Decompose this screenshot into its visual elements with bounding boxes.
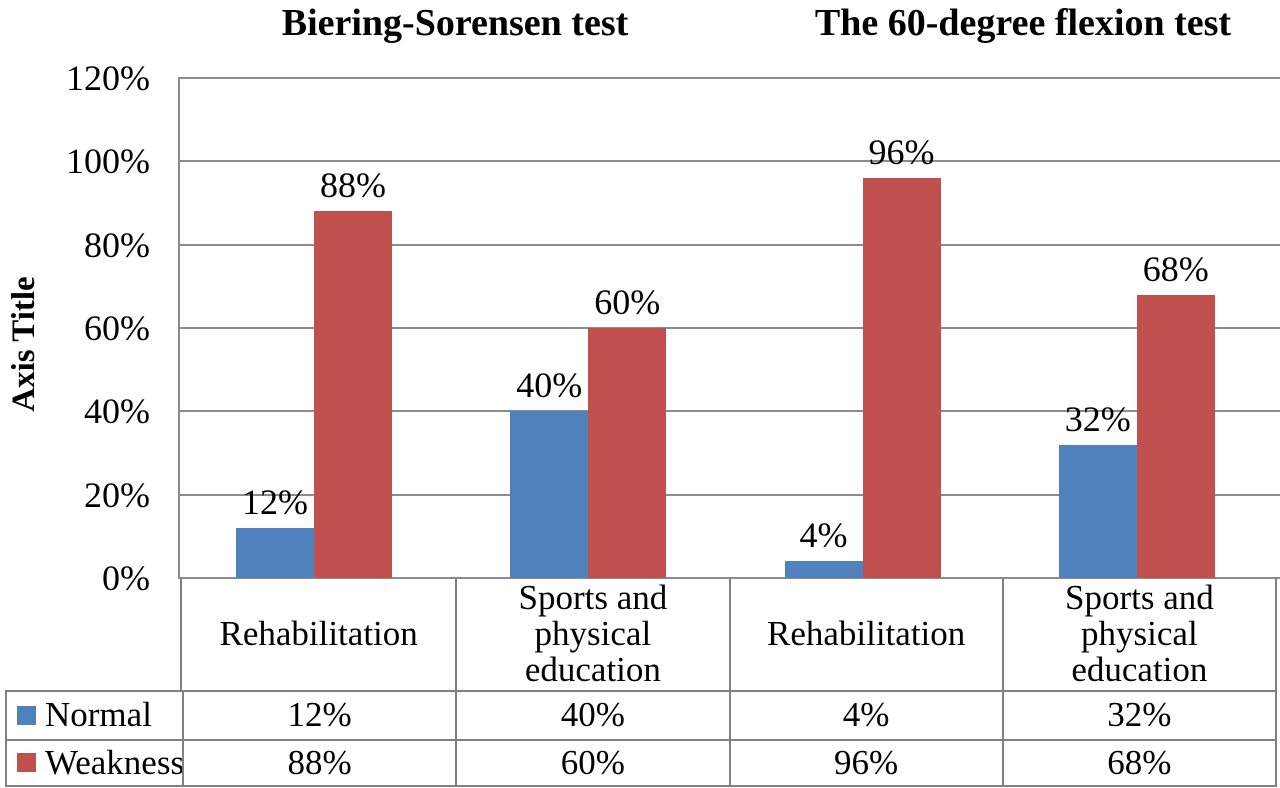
table-value-cell: 32% bbox=[1001, 692, 1275, 739]
category-label-line: Sports and bbox=[518, 578, 668, 617]
data-table: Normal 12% 40% 4% 32% Weakness 88% 60% 96% 68% bbox=[5, 690, 1277, 787]
legend-swatch-normal bbox=[17, 705, 36, 725]
category-label-line: physical bbox=[534, 614, 652, 653]
category-label-line: Rehabilitation bbox=[219, 614, 418, 653]
gridline bbox=[178, 77, 1280, 79]
bar-value-label: 88% bbox=[320, 165, 386, 206]
legend-swatch-weakness bbox=[17, 753, 36, 773]
table-value-cell: 4% bbox=[728, 692, 1002, 739]
y-tick-label: 100% bbox=[66, 141, 150, 182]
category-label-line: education bbox=[524, 650, 661, 689]
bar-value-label: 40% bbox=[516, 365, 583, 406]
table-value-cell: 60% bbox=[455, 738, 729, 785]
y-tick-label: 40% bbox=[84, 391, 150, 432]
bar-value-label: 32% bbox=[1064, 398, 1131, 439]
y-tick-label: 80% bbox=[84, 224, 150, 265]
gridline bbox=[178, 160, 1280, 163]
bar-normal bbox=[784, 561, 863, 578]
bar-normal bbox=[510, 411, 589, 578]
bar-value-label: 12% bbox=[242, 482, 308, 522]
chart-title-60-degree-flexion: The 60-degree flexion test bbox=[814, 2, 1232, 44]
y-tick-label: 0% bbox=[102, 558, 150, 598]
y-tick-label: 20% bbox=[84, 474, 150, 515]
category-label: Rehabilitation bbox=[182, 578, 455, 690]
y-tick-label: 60% bbox=[84, 308, 150, 348]
table-value-cell: 96% bbox=[728, 738, 1002, 785]
bar-normal bbox=[1058, 444, 1137, 578]
category-label-line: Rehabilitation bbox=[766, 614, 966, 653]
gridline bbox=[178, 410, 1280, 413]
category-label-line: education bbox=[1071, 650, 1208, 689]
category-label: Sports and physical education bbox=[1001, 578, 1275, 690]
legend-key-normal: Normal bbox=[7, 692, 182, 739]
legend-label: Weakness bbox=[45, 742, 185, 782]
gridline bbox=[178, 493, 1280, 496]
chart-title-biering-sorensen: Biering-Sorensen test bbox=[281, 2, 629, 44]
category-label: Sports and physical education bbox=[455, 578, 728, 690]
table-value-cell: 88% bbox=[182, 738, 456, 785]
category-label-line: physical bbox=[1081, 614, 1198, 653]
bar-weakness bbox=[314, 211, 392, 578]
category-label: Rehabilitation bbox=[728, 578, 1002, 690]
y-tick-label: 120% bbox=[66, 58, 150, 98]
bar-weakness bbox=[862, 178, 941, 578]
gridline bbox=[178, 327, 1280, 329]
legend-label: Normal bbox=[45, 695, 152, 735]
category-label-line: Sports and bbox=[1065, 578, 1214, 617]
y-axis-line bbox=[178, 78, 180, 578]
table-value-cell: 40% bbox=[455, 692, 728, 739]
table-value-cell: 68% bbox=[1001, 738, 1275, 785]
bar-normal bbox=[236, 528, 314, 578]
legend-key-weakness: Weakness bbox=[7, 738, 185, 786]
category-axis: Rehabilitation Sports and physical educatio… bbox=[180, 578, 1277, 690]
table-value-cell: 12% bbox=[182, 692, 455, 739]
gridline bbox=[178, 243, 1280, 246]
bar-value-label: 96% bbox=[868, 132, 935, 172]
bar-weakness bbox=[1136, 294, 1215, 578]
bar-value-label: 60% bbox=[594, 282, 661, 322]
bar-weakness bbox=[588, 328, 667, 578]
bar-value-label: 4% bbox=[799, 515, 848, 556]
bar-value-label: 68% bbox=[1142, 248, 1209, 289]
